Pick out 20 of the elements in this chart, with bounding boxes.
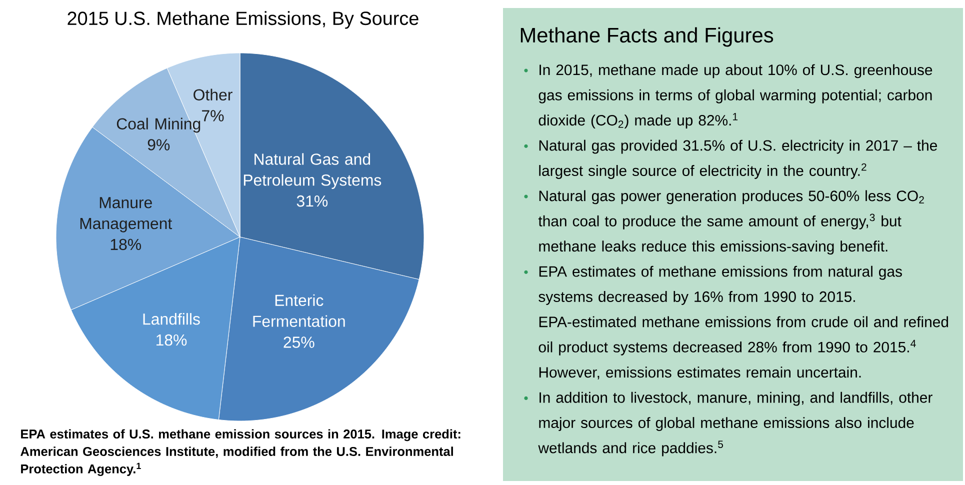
data-label: 25% (284, 336, 314, 348)
slice-label: Natural Gas and Petroleum Systems (244, 153, 382, 189)
data-label: 7% (202, 110, 224, 122)
slice-label: Landfills (143, 313, 200, 325)
data-label: 18% (110, 238, 142, 250)
slice-label: Other (194, 88, 232, 100)
text: In 2015, methane made up about 10% of U.S. greenhouse gas emissions in terms of global warming potential; carbon dioxide (CO$_{2}$) made up 82%.$^{1}$ (538, 64, 932, 129)
data-label: 31% (296, 195, 328, 207)
slice-label: Manure Management (80, 197, 172, 232)
text: EPA estimates of U.S. methane emission sources in 2015. Image credit: American Geosciences Institute, modified from the U.S. Environmental Protection Agency.$^{1}$ (20, 429, 460, 476)
text: Methane Facts and Figures (520, 27, 774, 47)
text: Natural gas provided 31.5% of U.S. electricity in 2017 – the largest single source of electricity in the country.$^{2}$ (539, 140, 937, 179)
text: In addition to livestock, manure, mining, and landfills, other major sources of global methane emissions also include wetlands and rice paddies.$^{5}$ (538, 392, 932, 456)
slice-label: Enteric Fermentation (253, 294, 345, 327)
data-label: 9% (148, 139, 170, 150)
text: Natural gas power generation produces 50-60% less CO$_{2}$ than coal to produce the same amount of energy,$^{3}$ but methane leaks reduce this emissions-saving benefit. (538, 190, 924, 255)
text: EPA estimates of methane emissions from natural gas systems decreased by 16% from 1990 to 2015. EPA-estimated methane emissions from crude oil and refined oil product systems decreased 28% from 1990 to 2015.$^{4}$ However, emissions estimates remain uncertain. (538, 266, 948, 380)
data-label: 18% (156, 334, 187, 346)
slice-label: Coal Mining (116, 118, 200, 133)
chart-title: 2015 U.S. Methane Emissions, By Source (68, 11, 418, 29)
